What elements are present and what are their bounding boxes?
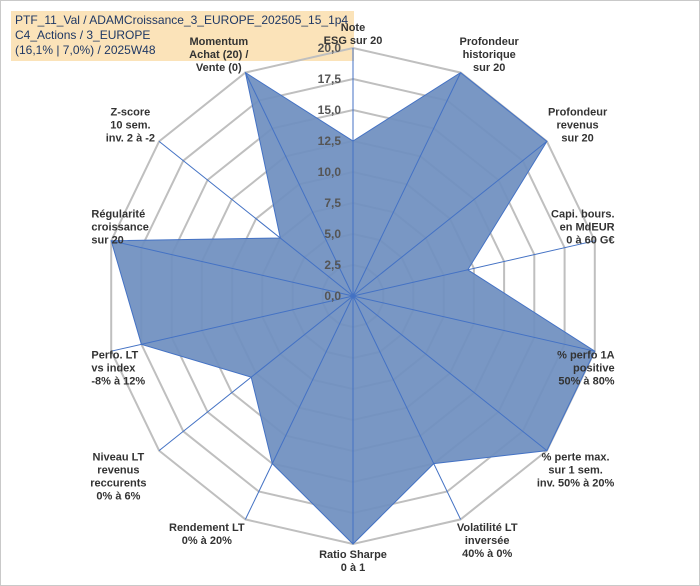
category-label: Note ESG sur 20 bbox=[324, 22, 383, 47]
axis-spoke bbox=[244, 72, 354, 297]
axis-spoke bbox=[352, 295, 595, 352]
category-label: Volatilité LT inversée 40% à 0% bbox=[457, 522, 518, 560]
category-label: Z-score 10 sem. inv. 2 à -2 bbox=[106, 107, 155, 145]
axis-spoke bbox=[352, 240, 595, 297]
category-label: Profondeur historique sur 20 bbox=[460, 36, 520, 74]
category-label: Niveau LT revenus reccurents 0% à 6% bbox=[90, 451, 146, 502]
axis-spoke bbox=[352, 72, 462, 297]
axis-spoke bbox=[244, 295, 354, 520]
axis-spoke bbox=[111, 240, 354, 297]
tick-label: 10,0 bbox=[318, 165, 342, 179]
category-label: Ratio Sharpe 0 à 1 bbox=[319, 549, 387, 574]
axis-spoke bbox=[352, 141, 548, 297]
header-line-2: C4_Actions / 3_EUROPE bbox=[15, 28, 151, 42]
category-label: Capi. bours. en MdEUR 0 à 60 G€ bbox=[551, 209, 615, 247]
header-line-3: (16,1% | 7,0%) / 2025W48 bbox=[15, 43, 156, 57]
axis-spoke bbox=[158, 141, 354, 297]
tick-label: 15,0 bbox=[318, 103, 342, 117]
axis-spoke bbox=[158, 295, 354, 451]
axis-spoke bbox=[352, 295, 462, 520]
tick-label: 20,0 bbox=[318, 41, 342, 55]
category-label: Momentum Achat (20) / Vente (0) bbox=[189, 36, 248, 74]
category-label: Rendement LT 0% à 20% bbox=[169, 522, 245, 547]
tick-label: 12,5 bbox=[318, 134, 342, 148]
tick-label: 17,5 bbox=[318, 72, 342, 86]
category-label: % perte max. sur 1 sem. inv. 50% à 20% bbox=[537, 451, 615, 489]
tick-label: 0,0 bbox=[324, 289, 341, 303]
category-label: Profondeur revenus sur 20 bbox=[548, 107, 608, 145]
axis-spoke bbox=[352, 295, 548, 451]
category-label: Perfo. LT vs index -8% à 12% bbox=[91, 350, 145, 388]
category-label: Régularité croissance sur 20 bbox=[91, 209, 148, 247]
axis-spoke bbox=[111, 295, 354, 352]
chart-header-box: PTF_11_Val / ADAMCroissance_3_EUROPE_202… bbox=[11, 11, 355, 61]
tick-label: 7,5 bbox=[324, 196, 341, 210]
header-line-1: PTF_11_Val / ADAMCroissance_3_EUROPE_202… bbox=[15, 13, 349, 27]
tick-label: 2,5 bbox=[324, 258, 341, 272]
tick-label: 5,0 bbox=[324, 227, 341, 241]
category-label: % perfo 1A positive 50% à 80% bbox=[557, 350, 615, 388]
